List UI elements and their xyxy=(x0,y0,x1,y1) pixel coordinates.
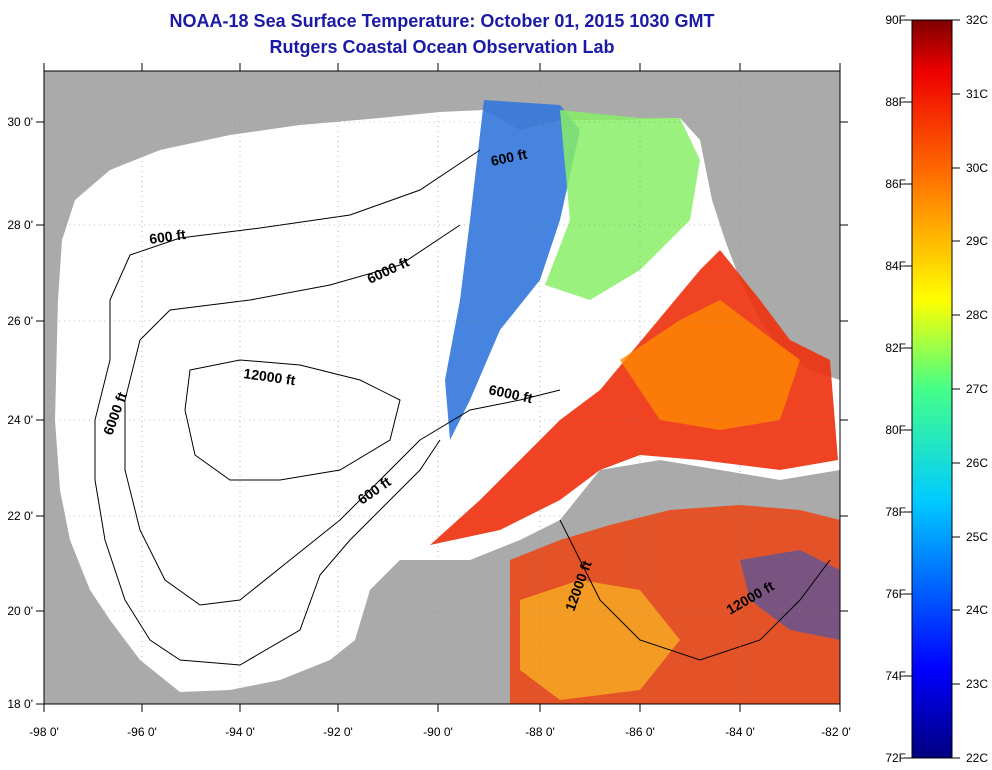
x-tick-label: -82 0' xyxy=(821,725,851,739)
colorbar-label-f: 88F xyxy=(885,95,906,109)
sst-green-band xyxy=(545,110,700,300)
colorbar-label-f: 74F xyxy=(885,669,906,683)
y-tick-label: 20 0' xyxy=(7,604,33,618)
contour-600ft xyxy=(94,149,481,666)
y-tick-label: 28 0' xyxy=(7,218,33,232)
colorbar-label-c: 28C xyxy=(966,308,988,322)
colorbar-label-f: 86F xyxy=(885,177,906,191)
sst-caribbean-cool xyxy=(740,550,840,640)
colorbar-label-f: 78F xyxy=(885,505,906,519)
colorbar-label-c: 27C xyxy=(966,382,988,396)
map-title: NOAA-18 Sea Surface Temperature: October… xyxy=(169,11,715,31)
sst-caribbean-mixed xyxy=(520,580,680,700)
x-tick-label: -94 0' xyxy=(225,725,255,739)
contour-6000ft xyxy=(124,224,561,606)
x-tick-label: -88 0' xyxy=(525,725,555,739)
contour-label: 12000 ft xyxy=(243,365,297,388)
x-tick-label: -84 0' xyxy=(725,725,755,739)
colorbar-label-c: 23C xyxy=(966,677,988,691)
sst-orange-patch xyxy=(620,300,800,430)
x-tick-label: -92 0' xyxy=(323,725,353,739)
contour-12000ft xyxy=(184,359,401,481)
colorbar-label-c: 32C xyxy=(966,13,988,27)
colorbar-label-f: 90F xyxy=(885,13,906,27)
colorbar-label-f: 80F xyxy=(885,423,906,437)
x-tick-label: -96 0' xyxy=(127,725,157,739)
colorbar-label-c: 25C xyxy=(966,530,988,544)
y-tick-label: 26 0' xyxy=(7,314,33,328)
colorbar-ticks xyxy=(904,19,960,759)
colorbar-label-c: 22C xyxy=(966,751,988,765)
y-tick-label: 22 0' xyxy=(7,509,33,523)
contour-yucatan-channel xyxy=(559,519,831,661)
florida-land xyxy=(700,140,840,380)
y-tick-label: 30 0' xyxy=(7,115,33,129)
x-tick-label: -86 0' xyxy=(625,725,655,739)
colorbar-label-c: 31C xyxy=(966,87,988,101)
colorbar-label-c: 26C xyxy=(966,456,988,470)
contour-label: 600 ft xyxy=(148,226,187,247)
colorbar-label-c: 29C xyxy=(966,234,988,248)
yucatan-land xyxy=(340,560,510,704)
colorbar-label-f: 82F xyxy=(885,341,906,355)
contour-label: 600 ft xyxy=(489,146,528,169)
colorbar-label-f: 72F xyxy=(885,751,906,765)
y-tick-label: 18 0' xyxy=(7,697,33,711)
map-subtitle: Rutgers Coastal Ocean Observation Lab xyxy=(269,37,615,57)
colorbar-label-c: 30C xyxy=(966,161,988,175)
y-tick-label: 24 0' xyxy=(7,413,33,427)
colorbar-label-f: 84F xyxy=(885,259,906,273)
graticule xyxy=(44,71,840,704)
plot-frame xyxy=(43,70,841,705)
sst-cool-swath xyxy=(445,100,580,440)
x-tick-label: -90 0' xyxy=(423,725,453,739)
tick-marks xyxy=(36,63,848,712)
colorbar-label-c: 24C xyxy=(966,603,988,617)
x-tick-label: -98 0' xyxy=(29,725,59,739)
cuba-land xyxy=(560,470,840,540)
colorbar xyxy=(911,19,953,759)
colorbar-label-f: 76F xyxy=(885,587,906,601)
